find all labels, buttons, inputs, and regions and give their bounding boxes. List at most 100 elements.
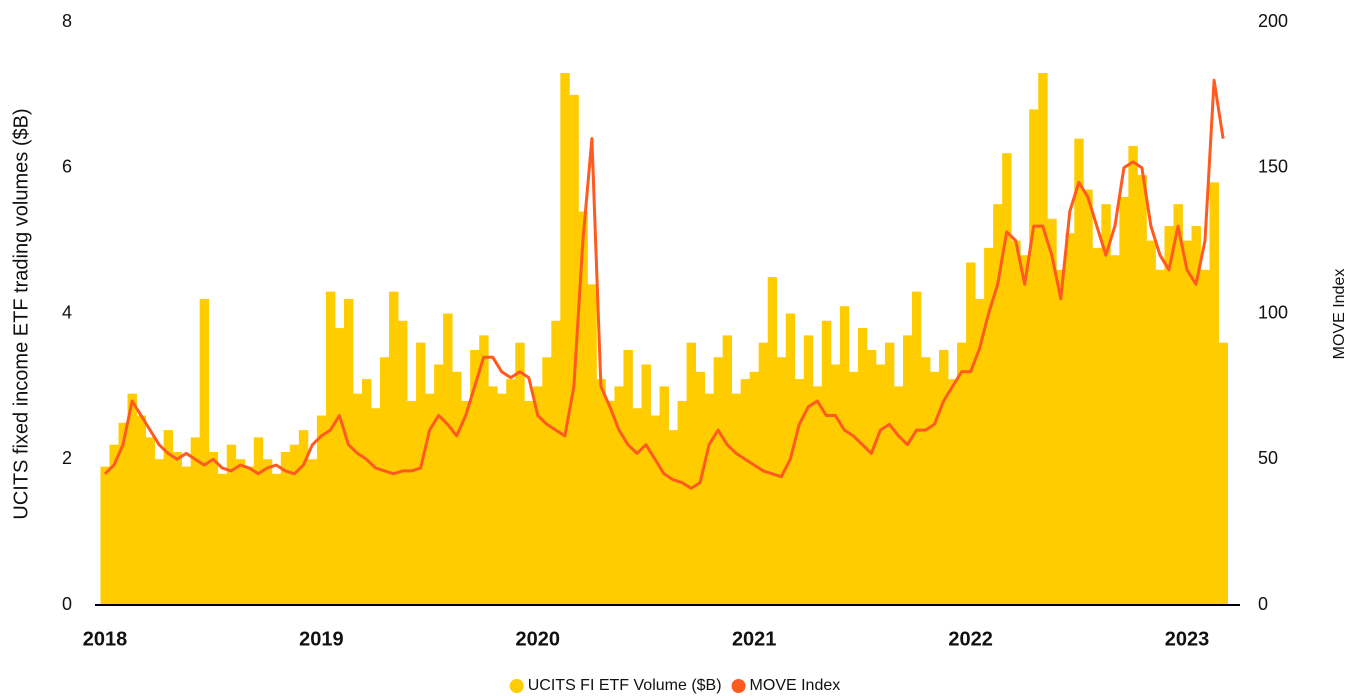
bar — [190, 437, 201, 605]
bar — [416, 342, 426, 605]
bar — [993, 204, 1003, 605]
bar — [398, 320, 408, 605]
bar — [632, 408, 642, 605]
bar — [830, 364, 841, 605]
bar — [866, 349, 877, 605]
bar — [109, 444, 119, 605]
bar — [461, 400, 471, 605]
bar — [848, 371, 859, 605]
bar — [1128, 145, 1138, 605]
bar — [740, 379, 751, 605]
bar — [208, 451, 219, 605]
bar — [695, 371, 706, 605]
bar — [470, 349, 480, 605]
x-tick-label: 2023 — [1165, 628, 1210, 650]
bar — [1038, 73, 1048, 605]
bar — [289, 444, 300, 605]
bar — [1020, 255, 1030, 605]
bar — [1047, 218, 1057, 605]
y-tick-label: 2 — [62, 448, 72, 468]
bar — [902, 335, 913, 605]
bar — [226, 444, 237, 605]
bar — [1209, 182, 1219, 605]
bar — [118, 422, 128, 605]
y2-tick-label: 100 — [1258, 302, 1288, 322]
bar — [361, 379, 372, 605]
bar — [803, 335, 814, 605]
bar — [163, 430, 174, 605]
bar — [1155, 269, 1165, 605]
bar — [560, 73, 570, 605]
bars — [100, 73, 1228, 606]
bar — [659, 386, 669, 605]
x-tick-label: 2019 — [299, 628, 344, 650]
bar — [145, 437, 155, 605]
x-tick-label: 2021 — [732, 628, 777, 650]
bar — [1074, 138, 1084, 605]
bar — [235, 459, 246, 605]
bar — [794, 379, 805, 605]
bar — [1056, 269, 1066, 605]
bar — [857, 328, 868, 605]
bar — [939, 349, 949, 605]
bar — [1110, 255, 1120, 605]
bar — [524, 400, 534, 605]
bar — [352, 393, 363, 605]
bar — [731, 393, 742, 605]
bar — [506, 379, 516, 605]
bar — [1029, 109, 1039, 605]
bar — [704, 393, 715, 605]
bar — [569, 94, 579, 605]
bar — [343, 298, 354, 605]
bar — [1191, 226, 1201, 606]
bar — [298, 430, 309, 605]
bar — [713, 357, 724, 605]
bar — [930, 371, 940, 605]
bar — [452, 371, 462, 605]
bar — [587, 284, 597, 605]
bar — [370, 408, 381, 605]
bar — [425, 393, 435, 605]
bar — [749, 371, 760, 605]
bar — [1119, 196, 1129, 605]
bar — [596, 379, 606, 605]
bar — [334, 328, 345, 605]
bar — [127, 393, 137, 605]
bar — [641, 364, 651, 605]
bar — [136, 415, 146, 605]
bar — [911, 291, 922, 605]
bar — [271, 473, 282, 605]
bar — [1101, 204, 1111, 605]
bar — [758, 342, 769, 605]
bar — [497, 393, 507, 605]
bar — [1011, 240, 1021, 605]
bar — [1218, 342, 1228, 605]
bar — [1083, 189, 1093, 606]
bar — [966, 262, 976, 605]
y-tick-label: 8 — [62, 11, 72, 31]
bar — [407, 400, 417, 605]
bar — [542, 357, 552, 605]
bar — [380, 357, 390, 605]
bar — [776, 357, 787, 605]
bar — [262, 459, 273, 605]
bar — [434, 364, 444, 605]
bar — [100, 466, 110, 605]
y-tick-label: 0 — [62, 594, 72, 614]
bar — [1182, 240, 1192, 605]
bar — [280, 451, 291, 605]
bar — [1002, 153, 1012, 606]
x-tick-label: 2020 — [516, 628, 561, 650]
y-tick-label: 4 — [62, 302, 72, 322]
bar — [948, 379, 958, 605]
bar — [1137, 175, 1147, 605]
bar — [1065, 233, 1075, 605]
bar — [722, 335, 733, 605]
bar — [217, 473, 228, 605]
y-tick-label: 6 — [62, 157, 72, 177]
bar — [1200, 269, 1210, 605]
bar — [488, 386, 498, 605]
y2-axis-label: MOVE Index — [1331, 269, 1348, 360]
bar — [307, 459, 318, 605]
